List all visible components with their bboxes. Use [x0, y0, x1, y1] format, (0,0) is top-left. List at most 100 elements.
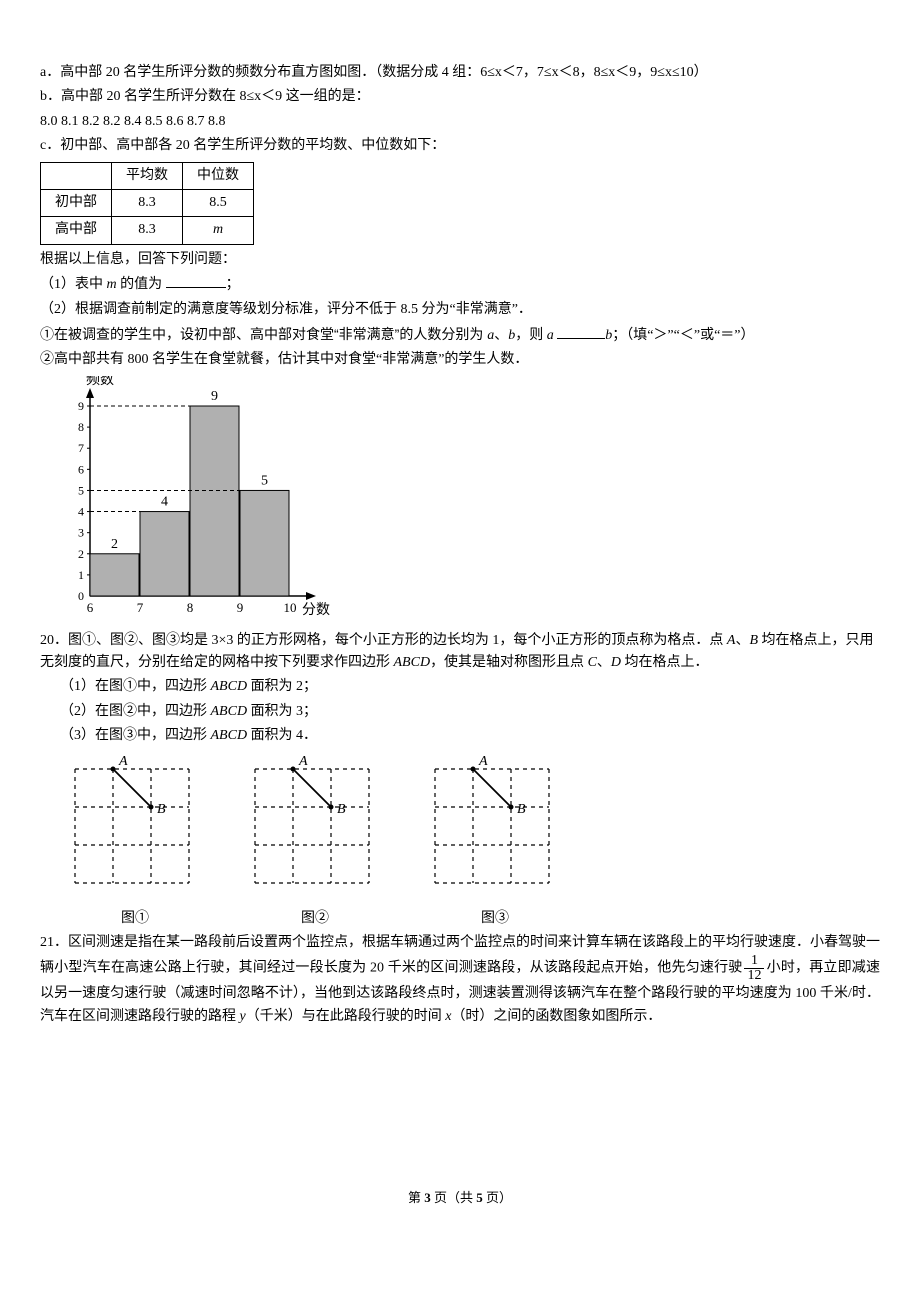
page-footer: 第 3 页（共 5 页）: [40, 1188, 880, 1209]
point-b: B: [749, 633, 758, 648]
table-cell: 8.5: [183, 189, 254, 216]
q2-1-mid2: ，则: [515, 328, 547, 343]
quad-abcd: ABCD: [211, 728, 248, 743]
point-c: C: [588, 655, 597, 670]
q20-2b: 面积为 3；: [247, 704, 317, 719]
svg-text:A: A: [478, 754, 488, 769]
question-2-1: ①在被调查的学生中，设初中部、高中部对食堂“非常满意”的人数分别为 a、b，则 …: [40, 323, 880, 347]
q21-d: （时）之间的函数图象如图所示．: [451, 1009, 661, 1024]
variable-a: a: [547, 328, 554, 343]
svg-text:8: 8: [187, 600, 194, 615]
fraction-1-12: 112: [744, 954, 764, 983]
q2-1-mid: 、: [494, 328, 508, 343]
svg-text:0: 0: [78, 589, 84, 603]
q20-1b: 面积为 2；: [247, 679, 317, 694]
svg-text:B: B: [517, 802, 526, 817]
grid-label-1: 图①: [60, 908, 210, 930]
svg-text:B: B: [157, 802, 166, 817]
q2-1-after: ；（填“＞”“＜”或“＝”）: [612, 328, 754, 343]
q20-sub2: （2）在图②中，四边形 ABCD 面积为 3；: [40, 701, 880, 723]
q20-1: （1）在图①中，四边形: [60, 679, 211, 694]
blank-fill: [166, 273, 226, 288]
table-cell: 初中部: [41, 189, 112, 216]
svg-text:7: 7: [78, 441, 84, 455]
para-b: b．高中部 20 名学生所评分数在 8≤x＜9 这一组的是：: [40, 86, 880, 108]
grid-svg-2: AB: [240, 754, 390, 904]
svg-text:1: 1: [78, 568, 84, 582]
q20-sub3: （3）在图③中，四边形 ABCD 面积为 4．: [40, 725, 880, 747]
q20-head2: 、: [735, 633, 749, 648]
grid-label-2: 图②: [240, 908, 390, 930]
histogram-svg: 0123456789频数分数2495678910: [50, 376, 330, 626]
footer-post: 页）: [483, 1190, 512, 1205]
para-a: a．高中部 20 名学生所评分数的频数分布直方图如图．（数据分成 4 组：6≤x…: [40, 62, 880, 84]
grid-svg-3: AB: [420, 754, 570, 904]
svg-text:9: 9: [78, 399, 84, 413]
question-1: （1）表中 m 的值为 ；: [40, 273, 880, 296]
q20-head4: ，使其是轴对称图形且点: [430, 655, 588, 670]
svg-text:7: 7: [137, 600, 144, 615]
svg-text:3: 3: [78, 525, 84, 539]
svg-text:8: 8: [78, 420, 84, 434]
table-cell: 8.3: [112, 189, 183, 216]
quad-abcd: ABCD: [394, 655, 431, 670]
grid-1: AB 图①: [60, 754, 210, 930]
grid-2: AB 图②: [240, 754, 390, 930]
svg-text:5: 5: [261, 473, 268, 488]
svg-text:2: 2: [78, 546, 84, 560]
q20-3b: 面积为 4．: [247, 728, 317, 743]
blank-fill: [557, 324, 605, 339]
question-2: （2）根据调查前制定的满意度等级划分标准，评分不低于 8.5 分为“非常满意”．: [40, 299, 880, 321]
table-header: 平均数: [112, 162, 183, 189]
q1-pre: （1）表中: [40, 277, 107, 292]
table-cell: 8.3: [112, 217, 183, 244]
stats-table: 平均数 中位数 初中部 8.3 8.5 高中部 8.3 m: [40, 162, 254, 245]
point-d: D: [611, 655, 621, 670]
question-21: 21．区间测速是指在某一路段前后设置两个监控点，根据车辆通过两个监控点的时间来计…: [40, 932, 880, 1028]
svg-text:10: 10: [284, 600, 297, 615]
q20-head5: 、: [597, 655, 611, 670]
svg-text:9: 9: [237, 600, 244, 615]
svg-text:B: B: [337, 802, 346, 817]
svg-text:分数: 分数: [302, 602, 330, 618]
grid-svg-1: AB: [60, 754, 210, 904]
q20-head6: 均在格点上．: [621, 655, 709, 670]
q21-c: （千米）与在此路段行驶的时间: [246, 1009, 446, 1024]
q20-head: 20．图①、图②、图③均是 3×3 的正方形网格，每个小正方形的边长均为 1，每…: [40, 633, 727, 648]
footer-pre: 第: [408, 1190, 424, 1205]
data-b: 8.0 8.1 8.2 8.2 8.4 8.5 8.6 8.7 8.8: [40, 111, 880, 133]
quad-abcd: ABCD: [211, 679, 248, 694]
q2-1-pre: ①在被调查的学生中，设初中部、高中部对食堂“非常满意”的人数分别为: [40, 326, 487, 342]
para-c: c．初中部、高中部各 20 名学生所评分数的平均数、中位数如下：: [40, 135, 880, 157]
svg-text:频数: 频数: [86, 376, 114, 388]
grids-row: AB 图① AB 图② AB 图③: [60, 754, 880, 930]
quad-abcd: ABCD: [211, 704, 248, 719]
after-table: 根据以上信息，回答下列问题：: [40, 249, 880, 271]
question-2-2: ②高中部共有 800 名学生在食堂就餐，估计其中对食堂“非常满意”的学生人数．: [40, 349, 880, 371]
svg-text:6: 6: [78, 462, 84, 476]
q1-post: 的值为: [117, 277, 166, 292]
q20-2: （2）在图②中，四边形: [60, 704, 211, 719]
grid-label-3: 图③: [420, 908, 570, 930]
q1-end: ；: [226, 277, 240, 292]
svg-text:A: A: [298, 754, 308, 769]
histogram-chart: 0123456789频数分数2495678910: [50, 376, 880, 626]
svg-text:9: 9: [211, 389, 218, 404]
grid-3: AB 图③: [420, 754, 570, 930]
svg-text:6: 6: [87, 600, 94, 615]
svg-text:4: 4: [161, 494, 168, 509]
frac-den: 12: [744, 969, 764, 983]
table-header: [41, 162, 112, 189]
q20-3: （3）在图③中，四边形: [60, 728, 211, 743]
svg-text:4: 4: [78, 504, 84, 518]
table-header: 中位数: [183, 162, 254, 189]
svg-text:2: 2: [111, 536, 118, 551]
svg-text:A: A: [118, 754, 128, 769]
question-20: 20．图①、图②、图③均是 3×3 的正方形网格，每个小正方形的边长均为 1，每…: [40, 630, 880, 675]
frac-num: 1: [744, 954, 764, 969]
q20-sub1: （1）在图①中，四边形 ABCD 面积为 2；: [40, 676, 880, 698]
table-cell-m: m: [183, 217, 254, 244]
variable-m: m: [107, 277, 117, 292]
table-cell: 高中部: [41, 217, 112, 244]
footer-mid: 页（共: [431, 1190, 477, 1205]
